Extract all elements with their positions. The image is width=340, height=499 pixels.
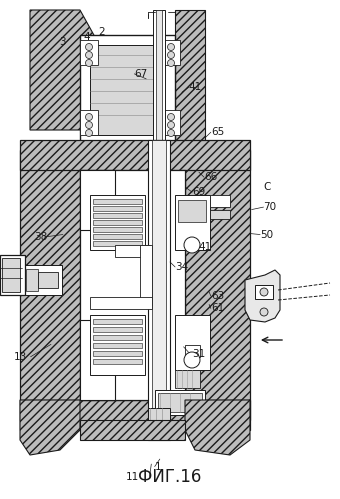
Circle shape — [85, 51, 92, 58]
Circle shape — [85, 43, 92, 50]
Bar — [93, 220, 142, 225]
Bar — [93, 199, 142, 204]
Bar — [80, 55, 105, 130]
Bar — [90, 315, 145, 375]
Circle shape — [85, 130, 92, 137]
Text: 67: 67 — [134, 69, 148, 79]
Circle shape — [85, 121, 92, 129]
Bar — [80, 40, 98, 65]
Text: 63: 63 — [211, 291, 224, 301]
Text: 13: 13 — [14, 352, 27, 362]
Bar — [20, 400, 250, 430]
Text: 34: 34 — [175, 262, 188, 272]
Polygon shape — [185, 400, 250, 455]
Circle shape — [85, 113, 92, 120]
Circle shape — [85, 59, 92, 66]
Circle shape — [168, 59, 174, 66]
Bar — [93, 234, 142, 239]
Bar — [162, 110, 180, 135]
Bar — [175, 315, 210, 370]
Text: 2: 2 — [99, 27, 105, 37]
Circle shape — [260, 288, 268, 296]
Text: 65: 65 — [211, 127, 224, 137]
Bar — [140, 245, 152, 305]
Circle shape — [168, 113, 174, 120]
Bar — [80, 170, 185, 400]
Bar — [80, 170, 115, 230]
Text: 70: 70 — [264, 202, 277, 212]
Text: C: C — [264, 182, 271, 192]
Bar — [148, 140, 170, 440]
Bar — [148, 408, 170, 430]
Bar — [178, 200, 206, 222]
Bar — [155, 390, 205, 415]
Bar — [255, 285, 273, 299]
Bar — [152, 140, 166, 440]
Bar — [2, 258, 20, 292]
Bar — [93, 327, 142, 332]
Text: 41: 41 — [189, 82, 202, 92]
Text: 4: 4 — [83, 32, 90, 42]
Bar — [175, 195, 210, 250]
Bar — [162, 40, 180, 65]
Text: 3: 3 — [59, 37, 66, 47]
Bar — [80, 420, 185, 440]
Bar — [158, 393, 202, 412]
Bar — [185, 345, 200, 357]
Bar — [93, 343, 142, 348]
Bar — [93, 319, 142, 324]
Bar — [115, 245, 150, 257]
Text: 66: 66 — [204, 172, 217, 182]
Polygon shape — [245, 270, 280, 322]
Bar — [156, 10, 162, 195]
Bar — [93, 206, 142, 211]
Bar — [153, 10, 165, 195]
Bar — [90, 195, 145, 250]
Text: 38: 38 — [34, 232, 47, 242]
Polygon shape — [30, 10, 105, 130]
Bar — [90, 45, 160, 135]
Bar — [93, 227, 142, 232]
Bar — [20, 150, 80, 420]
Bar — [175, 10, 205, 180]
Circle shape — [184, 352, 200, 368]
Bar — [90, 297, 152, 309]
Text: ФИГ.16: ФИГ.16 — [138, 468, 202, 486]
Circle shape — [168, 130, 174, 137]
Text: 41: 41 — [199, 242, 212, 252]
Circle shape — [168, 43, 174, 50]
Text: 1: 1 — [155, 462, 161, 472]
Bar — [93, 359, 142, 364]
Bar — [80, 320, 115, 400]
Bar — [26, 269, 38, 291]
Bar — [20, 140, 250, 170]
Circle shape — [168, 51, 174, 58]
Bar — [93, 241, 142, 246]
Bar — [93, 351, 142, 356]
Bar — [210, 195, 230, 207]
Bar — [80, 35, 175, 145]
Bar — [80, 110, 98, 135]
Bar — [93, 213, 142, 218]
Circle shape — [260, 308, 268, 316]
Circle shape — [168, 121, 174, 129]
Text: 61: 61 — [211, 303, 224, 313]
Polygon shape — [20, 400, 80, 455]
Bar — [175, 370, 200, 388]
Circle shape — [184, 237, 200, 253]
Bar — [38, 272, 58, 288]
Text: 11: 11 — [126, 472, 139, 482]
Text: 69: 69 — [192, 187, 205, 197]
Bar — [22, 265, 62, 295]
Bar — [210, 210, 230, 219]
Bar — [0, 255, 25, 295]
Bar — [185, 150, 250, 420]
Bar — [93, 335, 142, 340]
Text: 31: 31 — [192, 349, 205, 359]
Text: 50: 50 — [260, 230, 273, 240]
